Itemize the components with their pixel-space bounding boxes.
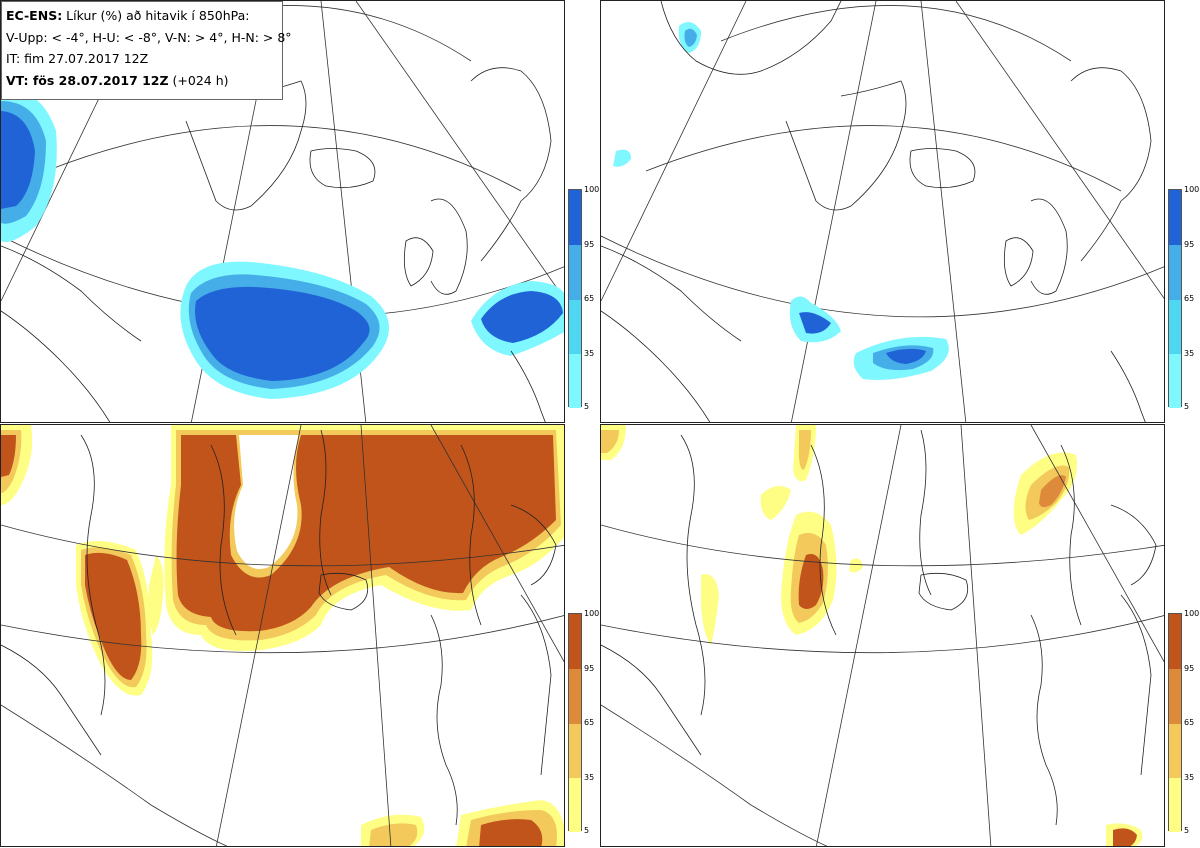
tick-label: 95 bbox=[1184, 240, 1195, 249]
map-canvas bbox=[1, 1, 564, 422]
tick-label: 95 bbox=[1184, 664, 1195, 673]
tick-label: 35 bbox=[1184, 773, 1195, 782]
tick-label: 65 bbox=[1184, 718, 1195, 727]
colorbar-ticks: 100 95 65 35 5 bbox=[1184, 609, 1200, 839]
coastlines bbox=[601, 1, 1152, 422]
map-canvas bbox=[601, 425, 1164, 846]
tick-label: 95 bbox=[584, 240, 595, 249]
tick-label: 100 bbox=[1184, 609, 1200, 618]
graticule bbox=[1, 425, 564, 846]
probability-field bbox=[1, 90, 564, 399]
graticule bbox=[601, 1, 1164, 422]
map-panel-cold-moderate: EC-ENS: Líkur (%) að hitavik í 850hPa: V… bbox=[0, 0, 565, 423]
colorbar-ticks: 100 95 65 35 5 bbox=[584, 185, 600, 415]
issue-time: IT: fim 27.07.2017 12Z bbox=[6, 51, 149, 66]
thresholds-line: V-Upp: < -4°, H-U: < -8°, V-N: > 4°, H-N… bbox=[6, 29, 292, 45]
tick-label: 5 bbox=[584, 402, 590, 411]
colorbar-warm-bottom-left bbox=[568, 613, 582, 832]
probability-field bbox=[601, 425, 1143, 846]
tick-label: 35 bbox=[1184, 349, 1195, 358]
map-panel-warm-strong bbox=[600, 424, 1165, 847]
colorbar-ticks: 100 95 65 35 5 bbox=[1184, 185, 1200, 415]
model-name: EC-ENS: bbox=[6, 8, 63, 23]
coastlines bbox=[601, 429, 1157, 826]
colorbar-ticks: 100 95 65 35 5 bbox=[584, 609, 600, 839]
lead-time: (+024 h) bbox=[168, 72, 229, 88]
colorbar-cold-top-right bbox=[1168, 189, 1182, 408]
tick-label: 95 bbox=[584, 664, 595, 673]
valid-time: VT: fös 28.07.2017 12Z bbox=[6, 72, 169, 88]
map-panel-warm-moderate bbox=[0, 424, 565, 847]
tick-label: 100 bbox=[1184, 185, 1200, 194]
valid-time-line: VT: fös 28.07.2017 12Z (+024 h) bbox=[6, 70, 278, 92]
tick-label: 100 bbox=[584, 185, 600, 194]
coastlines bbox=[1, 429, 557, 826]
map-title: Líkur (%) að hitavik í 850hPa: bbox=[62, 8, 250, 23]
tick-label: 65 bbox=[1184, 294, 1195, 303]
tick-label: 35 bbox=[584, 349, 595, 358]
colorbar-warm-bottom-right bbox=[1168, 613, 1182, 832]
tick-label: 65 bbox=[584, 294, 595, 303]
map-canvas bbox=[1, 425, 564, 846]
tick-label: 5 bbox=[1184, 402, 1190, 411]
map-panel-cold-strong bbox=[600, 0, 1165, 423]
map-info-box: EC-ENS: Líkur (%) að hitavik í 850hPa: V… bbox=[1, 1, 292, 100]
tick-label: 100 bbox=[584, 609, 600, 618]
probability-field bbox=[1, 425, 564, 846]
map-canvas bbox=[601, 1, 1164, 422]
graticule bbox=[601, 425, 1164, 846]
tick-label: 5 bbox=[1184, 826, 1190, 835]
tick-label: 65 bbox=[584, 718, 595, 727]
colorbar-cold-top-left bbox=[568, 189, 582, 408]
tick-label: 5 bbox=[584, 826, 590, 835]
model-title-line: EC-ENS: Líkur (%) að hitavik í 850hPa: bbox=[6, 5, 278, 27]
tick-label: 35 bbox=[584, 773, 595, 782]
probability-field bbox=[613, 22, 949, 380]
